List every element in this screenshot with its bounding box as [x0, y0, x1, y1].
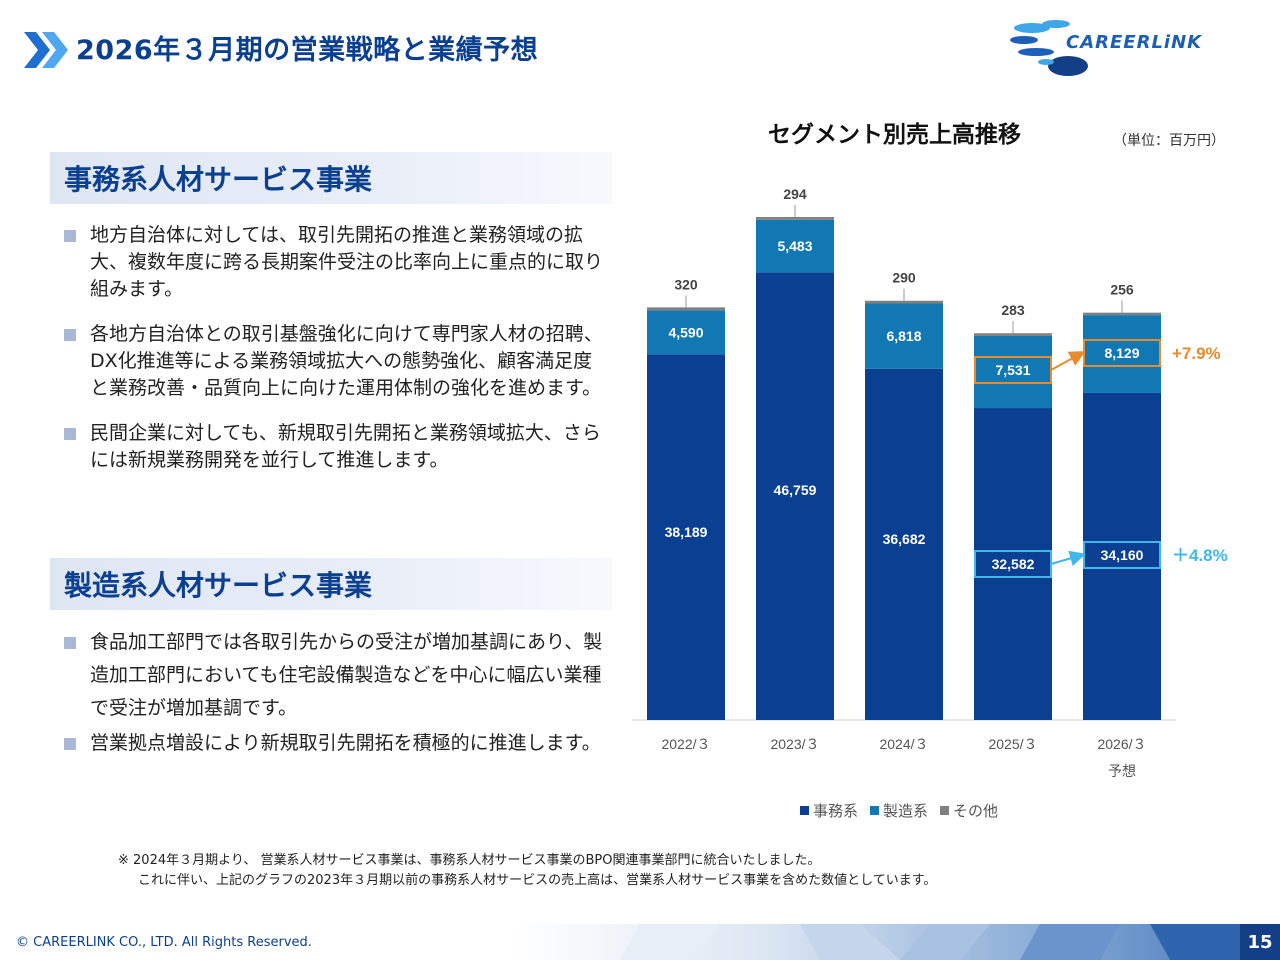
data-label-other: 320: [674, 276, 698, 292]
chart-unit: （単位：百万円）: [1113, 133, 1225, 149]
manufacturing-bullet-list: 食品加工部門では各取引先からの受注が増加基調にあり、製造加工部門においても住宅設…: [62, 626, 607, 762]
bar-manufacturing: [865, 303, 943, 369]
legend-swatch: [940, 806, 950, 815]
x-tick-label: 2026/３: [1097, 736, 1146, 752]
legend-swatch: [870, 806, 880, 815]
highlight-box-office: [1083, 541, 1161, 569]
data-label-manufacturing: 5,483: [777, 238, 812, 254]
x-tick-label: 2022/３: [661, 736, 710, 752]
growth-label-office: ＋4.8%: [1172, 546, 1228, 565]
chart-title: セグメント別売上高推移: [768, 122, 1021, 148]
copyright-text: © CAREERLINK CO., LTD. All Rights Reserv…: [16, 935, 312, 950]
growth-arrow-manufacturing: [1050, 351, 1086, 371]
footer-band: [0, 924, 1280, 960]
bar-office: [647, 354, 725, 720]
page-number: 15: [1247, 932, 1273, 953]
list-item: 食品加工部門では各取引先からの受注が増加基調にあり、製造加工部門においても住宅設…: [62, 626, 607, 725]
data-label-office: 32,582: [992, 556, 1035, 572]
data-label-manufacturing: 8,129: [1104, 345, 1139, 361]
x-tick-label: 2023/３: [770, 736, 819, 752]
bar-other: [1083, 312, 1161, 316]
bullet-square-icon: [64, 637, 76, 649]
office-bullet-list: 地方自治体に対しては、取引先開拓の推進と業務領域の拡大、複数年度に跨る長期案件受…: [62, 222, 607, 492]
data-label-other: 294: [783, 186, 807, 202]
bullet-square-icon: [64, 428, 76, 440]
footnote: ※ 2024年３月期より、 営業系人材サービス事業は、事務系人材サービス事業のB…: [118, 851, 936, 891]
legend-item-office: 事務系: [800, 800, 858, 821]
chart-legend: 事務系 製造系 その他: [800, 800, 998, 821]
chevron-icon: [24, 32, 68, 68]
data-label-other: 290: [892, 270, 916, 286]
x-tick-label: 2025/３: [988, 736, 1037, 752]
manufacturing-section-header: 製造系人材サービス事業: [50, 558, 612, 610]
bar-other: [756, 217, 834, 220]
legend-item-other: その他: [940, 800, 998, 821]
list-item: 民間企業に対しても、新規取引先開拓と業務領域拡大、さらには新規業務開発を並行して…: [62, 420, 607, 474]
bar-office: [865, 368, 943, 720]
page-number-box: [1240, 924, 1280, 960]
data-label-manufacturing: 6,818: [886, 328, 921, 344]
highlight-box-manufacturing: [1083, 339, 1161, 367]
logo-text: CAREERLiNK: [1066, 32, 1203, 53]
footer-decoration: [620, 924, 1240, 960]
data-label-office: 38,189: [665, 524, 708, 540]
segment-sales-chart: 38,189 4,590 320 2022/３ 46,759 5,483 294 2023/３…: [632, 186, 1228, 779]
x-tick-sublabel: 予想: [1108, 763, 1136, 779]
data-label-other: 256: [1110, 282, 1134, 298]
bar-manufacturing: [647, 310, 725, 355]
footnote-line-2: これに伴い、上記のグラフの2023年３月期以前の事務系人材サービスの売上高は、営…: [138, 873, 937, 888]
manufacturing-section-title: 製造系人材サービス事業: [64, 569, 373, 602]
data-label-office: 46,759: [774, 482, 817, 498]
list-item: 各地方自治体との取引基盤強化に向けて専門家人材の招聘、DX化推進等による業務領域…: [62, 321, 607, 402]
growth-arrow-office: [1050, 550, 1086, 567]
x-tick-label: 2024/３: [879, 736, 928, 752]
data-label-manufacturing: 4,590: [668, 324, 703, 340]
data-label-office: 34,160: [1101, 547, 1144, 563]
data-label-other: 283: [1001, 302, 1025, 318]
bar-other: [974, 333, 1052, 336]
company-logo: CAREERLiNK: [1010, 16, 1225, 80]
bar-office: [756, 272, 834, 720]
bullet-square-icon: [64, 230, 76, 242]
logo-icon: [1010, 20, 1088, 76]
page-title: 2026年３月期の営業戦略と業績予想: [76, 35, 539, 66]
data-label-office: 36,682: [883, 531, 926, 547]
footnote-line-1: ※ 2024年３月期より、 営業系人材サービス事業は、事務系人材サービス事業のB…: [118, 853, 821, 868]
bullet-square-icon: [64, 329, 76, 341]
highlight-box-office: [974, 550, 1052, 578]
bar-other: [647, 307, 725, 311]
growth-label-manufacturing: +7.9%: [1172, 344, 1221, 363]
list-item: 地方自治体に対しては、取引先開拓の推進と業務領域の拡大、複数年度に跨る長期案件受…: [62, 222, 607, 303]
bullet-square-icon: [64, 738, 76, 750]
office-section-title: 事務系人材サービス事業: [64, 163, 373, 196]
bar-other: [865, 300, 943, 304]
legend-swatch: [800, 806, 809, 815]
office-section-header: 事務系人材サービス事業: [50, 152, 612, 204]
list-item: 営業拠点増設により新規取引先開拓を積極的に推進します。: [62, 727, 607, 760]
data-label-manufacturing: 7,531: [995, 362, 1030, 378]
bar-manufacturing: [756, 219, 834, 273]
legend-item-manufacturing: 製造系: [870, 800, 928, 821]
